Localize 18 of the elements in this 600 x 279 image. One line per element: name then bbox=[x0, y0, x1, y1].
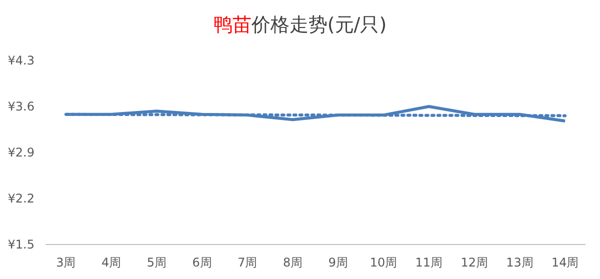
x-tick-label: 3周 bbox=[56, 256, 76, 270]
x-tick-label: 6周 bbox=[192, 256, 212, 270]
x-tick-label: 12周 bbox=[460, 256, 488, 270]
y-tick-label: ¥2.9 bbox=[8, 146, 34, 160]
y-tick-label: ¥4.3 bbox=[8, 54, 34, 68]
y-tick-label: ¥2.2 bbox=[8, 192, 34, 206]
x-tick-label: 4周 bbox=[101, 256, 122, 270]
x-tick-label: 8周 bbox=[282, 256, 303, 270]
chart-title: 鸭苗价格走势(元/只) bbox=[212, 13, 388, 38]
y-tick-label: ¥3.6 bbox=[8, 100, 34, 114]
x-tick-label: 7周 bbox=[238, 256, 258, 270]
x-tick-label: 10周 bbox=[370, 256, 398, 270]
x-tick-label: 9周 bbox=[328, 256, 348, 270]
x-tick-label: 13周 bbox=[506, 256, 534, 270]
x-tick-label: 14周 bbox=[551, 256, 579, 270]
y-tick-label: ¥1.5 bbox=[8, 238, 34, 252]
x-tick-label: 11周 bbox=[415, 256, 443, 270]
x-tick-label: 5周 bbox=[146, 256, 166, 270]
